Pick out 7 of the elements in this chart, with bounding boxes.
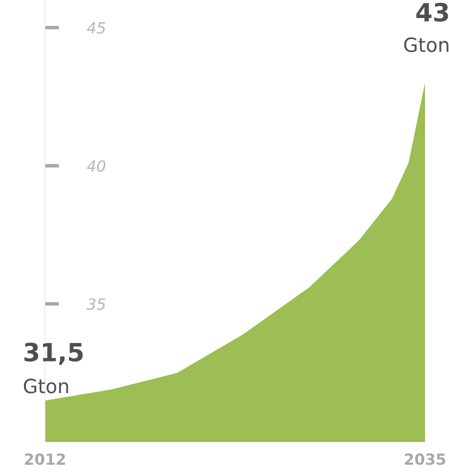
y-tick-label: 35 — [86, 298, 106, 310]
y-tick-label: 40 — [86, 160, 106, 172]
x-tick-label: 2012 — [24, 453, 65, 465]
y-tick-label: 45 — [86, 22, 106, 34]
x-tick-label: 2035 — [404, 453, 446, 465]
data-label: 43 Gton — [404, 2, 448, 52]
data-label: 31,5 Gton — [24, 342, 83, 394]
